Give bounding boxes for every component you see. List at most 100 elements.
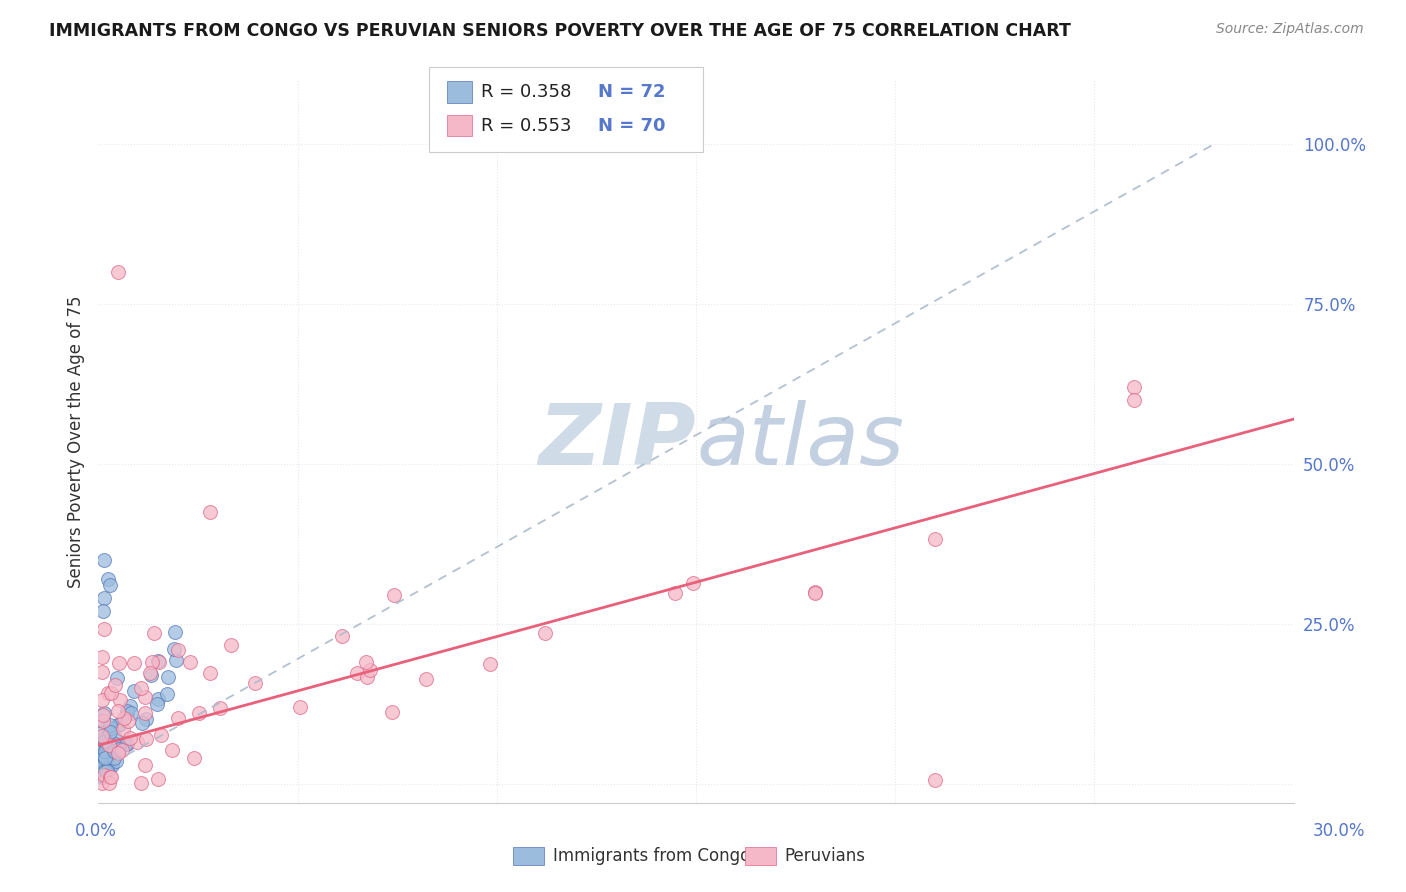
Point: [143, 626, 166, 640]
Text: R = 0.358: R = 0.358: [481, 83, 571, 101]
Point: [91, 604, 114, 618]
Point: [165, 653, 187, 667]
Point: [139, 668, 162, 682]
Point: [150, 728, 173, 742]
Point: [148, 692, 170, 706]
Text: Source: ZipAtlas.com: Source: ZipAtlas.com: [1216, 22, 1364, 37]
Point: [120, 699, 142, 714]
Point: [141, 655, 163, 669]
Point: [104, 677, 127, 691]
Text: IMMIGRANTS FROM CONGO VS PERUVIAN SENIORS POVERTY OVER THE AGE OF 75 CORRELATION: IMMIGRANTS FROM CONGO VS PERUVIAN SENIOR…: [49, 22, 1071, 40]
Point: [100, 717, 122, 731]
Point: [91, 776, 114, 790]
Point: [134, 706, 156, 720]
Point: [103, 751, 125, 765]
Point: [804, 584, 827, 599]
Point: [382, 588, 405, 602]
Point: [117, 714, 139, 728]
Point: [187, 706, 209, 720]
Point: [94, 757, 117, 772]
Point: [115, 704, 138, 718]
Text: atlas: atlas: [696, 400, 904, 483]
Point: [97, 750, 120, 764]
Point: [91, 757, 114, 772]
Point: [98, 739, 121, 753]
Point: [533, 625, 555, 640]
Point: [100, 686, 122, 700]
Point: [94, 744, 117, 758]
Text: N = 72: N = 72: [598, 83, 665, 101]
Point: [115, 737, 138, 751]
Point: [346, 665, 368, 680]
Point: [122, 684, 145, 698]
Text: 0.0%: 0.0%: [75, 822, 117, 840]
Point: [100, 758, 122, 772]
Point: [91, 665, 114, 680]
Point: [112, 711, 135, 725]
Point: [94, 764, 117, 778]
Point: [93, 749, 115, 764]
Point: [96, 757, 118, 772]
Point: [100, 770, 122, 784]
Point: [91, 768, 114, 782]
Point: [89, 767, 111, 781]
Point: [100, 725, 122, 739]
Point: [209, 701, 232, 715]
Point: [100, 721, 122, 735]
Point: [160, 743, 183, 757]
Point: [93, 591, 115, 606]
Point: [1123, 380, 1146, 394]
Point: [131, 716, 153, 731]
Point: [98, 762, 121, 776]
Point: [94, 751, 117, 765]
Point: [97, 572, 120, 586]
Point: [97, 749, 120, 764]
Point: [145, 697, 167, 711]
Point: [135, 712, 157, 726]
Point: [89, 746, 111, 760]
Point: [163, 642, 186, 657]
Point: [1123, 392, 1146, 407]
Point: [94, 734, 117, 748]
Point: [167, 711, 190, 725]
Point: [89, 759, 111, 773]
Point: [125, 735, 148, 749]
Point: [107, 656, 129, 670]
Point: [104, 754, 127, 768]
Point: [115, 706, 138, 720]
Point: [93, 731, 115, 745]
Point: [156, 687, 179, 701]
Point: [354, 655, 377, 669]
Point: [90, 768, 112, 782]
Point: [146, 654, 169, 668]
Point: [198, 666, 221, 681]
Point: [111, 743, 134, 757]
Point: [120, 706, 142, 720]
Point: [330, 629, 353, 643]
Point: [94, 764, 117, 778]
Y-axis label: Seniors Poverty Over the Age of 75: Seniors Poverty Over the Age of 75: [66, 295, 84, 588]
Point: [91, 707, 114, 722]
Point: [245, 675, 267, 690]
Point: [90, 736, 112, 750]
Point: [94, 750, 117, 764]
Point: [146, 772, 169, 786]
Point: [924, 773, 946, 788]
Point: [107, 718, 129, 732]
Point: [134, 758, 156, 772]
Text: R = 0.553: R = 0.553: [481, 117, 571, 135]
Point: [415, 672, 437, 686]
Point: [97, 756, 120, 770]
Text: N = 70: N = 70: [598, 117, 665, 135]
Point: [108, 693, 131, 707]
Point: [98, 578, 122, 592]
Point: [89, 713, 111, 727]
Point: [96, 762, 118, 776]
Point: [924, 532, 946, 546]
Point: [139, 666, 162, 681]
Point: [359, 663, 381, 677]
Point: [111, 723, 134, 737]
Point: [93, 768, 115, 782]
Point: [167, 643, 190, 657]
Point: [108, 716, 131, 731]
